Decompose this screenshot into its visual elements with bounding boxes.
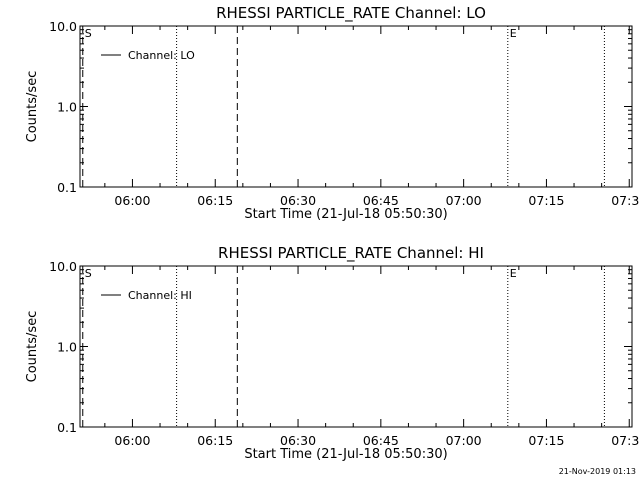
chart-title: RHESSI PARTICLE_RATE Channel: LO [216, 4, 486, 23]
x-tick-label: 07:15 [528, 433, 564, 448]
footer-timestamp: 21-Nov-2019 01:13 [559, 467, 636, 476]
y-tick-label: 10.0 [49, 259, 77, 274]
x-tick-label: 06:15 [197, 433, 233, 448]
legend-label: Channel: HI [128, 289, 192, 302]
legend-label: Channel: LO [128, 49, 195, 62]
marker-label: E [510, 27, 517, 40]
x-tick-label: 06:45 [363, 193, 399, 208]
x-tick-label: 07:30 [611, 193, 640, 208]
y-tick-label: 10.0 [49, 19, 77, 34]
x-tick-label: 06:00 [114, 193, 150, 208]
y-axis-label: Counts/sec [25, 71, 40, 143]
x-tick-label: 07:30 [611, 433, 640, 448]
marker-label: S [85, 27, 92, 40]
chart-title: RHESSI PARTICLE_RATE Channel: HI [218, 244, 484, 263]
x-tick-label: 06:30 [280, 193, 316, 208]
y-tick-label: 1.0 [57, 340, 77, 355]
x-axis-label: Start Time (21-Jul-18 05:50:30) [244, 207, 447, 222]
marker-label: E [510, 267, 517, 280]
y-tick-label: 0.1 [57, 180, 77, 195]
x-tick-label: 06:45 [363, 433, 399, 448]
y-axis-label: Counts/sec [25, 311, 40, 383]
y-tick-label: 1.0 [57, 100, 77, 115]
marker-label: S [85, 267, 92, 280]
x-tick-label: 06:30 [280, 433, 316, 448]
x-tick-label: 07:00 [446, 193, 482, 208]
y-tick-label: 0.1 [57, 420, 77, 435]
x-tick-label: 06:00 [114, 433, 150, 448]
x-tick-label: 07:15 [528, 193, 564, 208]
x-tick-label: 07:00 [446, 433, 482, 448]
x-axis-label: Start Time (21-Jul-18 05:50:30) [244, 447, 447, 462]
x-tick-label: 06:15 [197, 193, 233, 208]
